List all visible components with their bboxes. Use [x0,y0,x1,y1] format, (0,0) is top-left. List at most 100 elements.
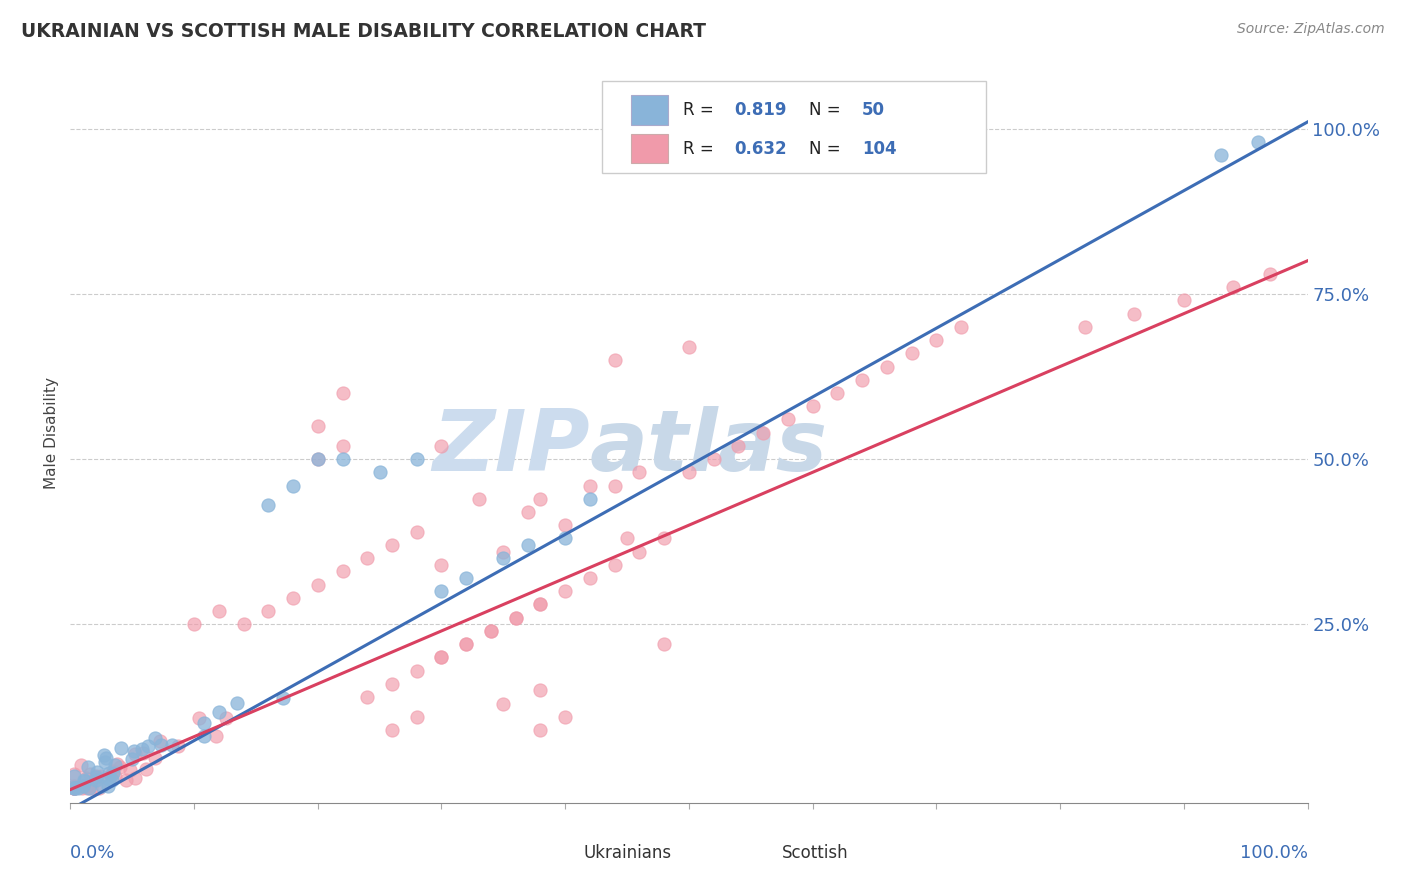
Point [108,760,131,774]
Point [1123,307,1146,321]
Point [1173,293,1195,308]
Point [579,491,602,506]
Point [405,710,427,724]
Point [356,551,378,566]
Point [75,771,97,785]
Point [63,780,86,795]
Point [851,373,873,387]
Point [226,696,249,710]
Point [103,758,125,772]
Point [100,772,122,787]
FancyBboxPatch shape [547,842,574,866]
Y-axis label: Male Disability: Male Disability [44,376,59,489]
Point [628,544,651,558]
Point [90,769,112,783]
Text: 0.819: 0.819 [735,101,787,120]
Point [1247,135,1270,149]
Point [307,577,329,591]
Point [827,386,849,401]
Text: 104: 104 [862,139,897,158]
FancyBboxPatch shape [631,95,668,125]
Point [110,741,132,756]
Point [63,779,86,793]
Point [63,769,86,783]
Point [307,452,329,467]
Point [63,780,86,795]
Point [332,439,354,453]
Text: ZIP: ZIP [432,406,591,489]
Point [143,731,166,746]
Point [193,715,215,730]
Point [208,604,231,618]
Point [91,780,114,794]
Point [529,598,551,612]
Point [579,571,602,585]
Point [554,584,576,599]
Point [215,711,238,725]
Point [136,739,159,754]
Point [86,764,108,779]
Point [167,739,190,754]
Point [96,751,118,765]
Point [257,499,280,513]
Point [79,767,101,781]
Point [332,452,354,467]
Point [271,691,294,706]
Point [72,780,94,794]
Point [900,346,922,360]
Point [405,452,427,467]
Point [70,780,93,795]
Point [63,767,86,781]
Point [430,650,453,665]
Point [479,624,502,638]
Point [77,779,100,793]
Point [430,650,453,665]
Text: 0.0%: 0.0% [70,844,115,862]
Point [307,452,329,467]
Point [776,412,799,426]
Point [79,780,101,795]
Point [876,359,898,374]
Point [1260,267,1282,281]
Point [63,780,86,795]
Point [752,425,775,440]
Point [529,598,551,612]
Text: R =: R = [683,139,718,158]
FancyBboxPatch shape [602,81,986,173]
Point [97,779,120,793]
Point [456,571,478,585]
Point [124,771,146,785]
Point [1222,280,1244,294]
Point [405,524,427,539]
Point [132,747,155,761]
Point [93,747,115,762]
Point [703,452,725,467]
FancyBboxPatch shape [745,842,772,866]
Point [307,419,329,434]
Point [603,352,626,367]
Point [405,664,427,678]
Point [257,604,280,618]
Point [97,765,120,780]
Point [232,617,254,632]
Point [87,780,110,795]
Point [727,439,749,453]
Point [1074,319,1097,334]
Point [492,544,515,558]
Point [554,710,576,724]
Point [103,764,125,779]
Point [77,780,100,795]
Point [678,465,700,479]
Text: Scottish: Scottish [782,844,848,863]
Point [517,505,540,519]
Point [149,738,172,752]
Point [84,772,107,787]
Point [579,478,602,492]
Point [628,465,651,479]
Point [554,518,576,533]
Point [63,780,86,795]
Point [652,532,675,546]
Point [492,697,515,711]
Point [63,780,86,795]
Point [118,764,141,778]
